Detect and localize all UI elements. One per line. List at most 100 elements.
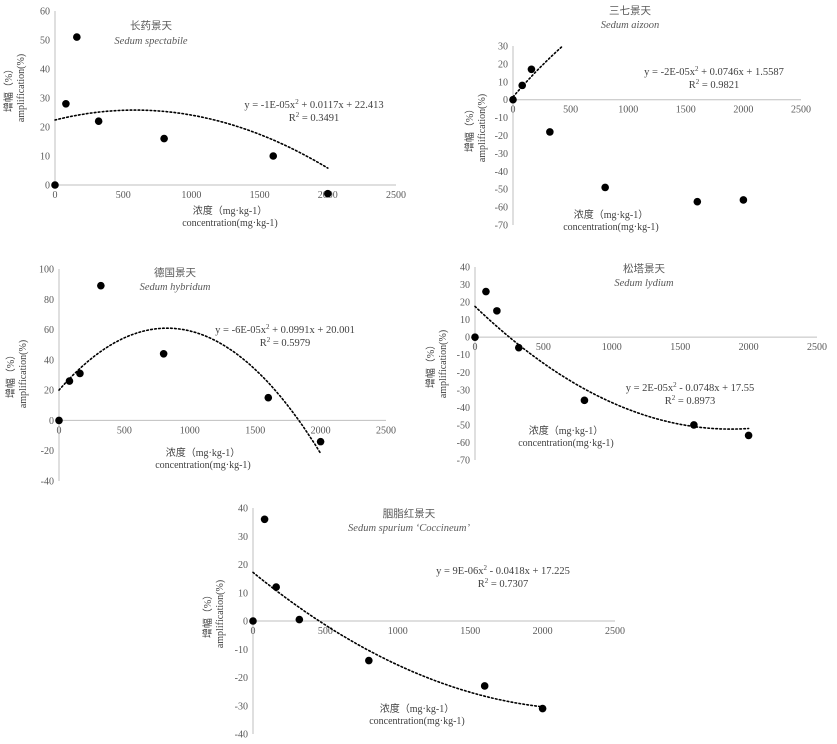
y-tick-label: 0 [465, 333, 470, 344]
equation-rest: + 0.0991x + 20.001 [270, 325, 355, 336]
x-tick-label: 1500 [245, 425, 265, 436]
x-tick-label: 2500 [807, 342, 827, 353]
data-point [324, 189, 332, 198]
y-tick-label: 60 [44, 325, 54, 336]
chart-panel-1: 010203040506005001000150020002500长药景天Sed… [2, 7, 406, 230]
x-tick-label: 2500 [376, 425, 396, 436]
y-tick-label: -30 [457, 385, 470, 396]
x-tick-label: 1000 [180, 425, 200, 436]
y-tick-label: -50 [495, 185, 508, 196]
x-axis-label: concentration(mg·kg-1) [182, 218, 278, 229]
chart-subtitle: Sedum spurium ‘Coccineum’ [348, 523, 470, 534]
data-point [73, 33, 81, 41]
data-point [269, 152, 278, 160]
y-axis-label-cn: 增幅（%） [424, 340, 437, 388]
data-point [249, 617, 257, 625]
data-point [538, 704, 547, 713]
x-tick-label: 500 [117, 425, 132, 436]
r2-label: R [665, 396, 672, 407]
chart-subtitle: Sedum aizoon [601, 20, 660, 31]
chart-title: 三七景天 [609, 5, 651, 17]
y-tick-label: -40 [457, 403, 470, 414]
data-point [601, 183, 609, 192]
x-tick-label: 1000 [181, 190, 201, 201]
r2-label: R [689, 80, 696, 91]
chart-title: 胭脂红景天 [383, 507, 436, 520]
data-point [51, 181, 59, 189]
x-tick-label: 500 [116, 190, 131, 201]
data-point [97, 281, 105, 290]
r2-value: = 0.8973 [675, 396, 715, 407]
x-axis-label-cn: 浓度（mg·kg-1） [380, 702, 454, 715]
r2-value: = 0.9821 [699, 80, 739, 91]
y-tick-label: 0 [49, 416, 54, 427]
data-point [493, 307, 501, 315]
y-tick-label: 0 [45, 181, 50, 192]
r-squared: R2 = 0.5979 [260, 336, 311, 349]
r-squared: R2 = 0.8973 [665, 394, 716, 407]
x-tick-label: 500 [563, 105, 578, 116]
y-tick-label: 0 [243, 617, 248, 628]
trendline [58, 327, 322, 455]
x-tick-label: 1500 [670, 342, 690, 353]
superscript: 2 [673, 381, 677, 389]
y-axis-label: amplification(%) [18, 340, 29, 408]
trendline-equation: y = -1E-05x2 + 0.0117x + 22.413 [244, 98, 383, 111]
y-tick-label: -20 [457, 368, 470, 379]
r-squared: R2 = 0.3491 [289, 111, 340, 124]
y-tick-label: 60 [40, 7, 50, 18]
y-tick-label: 80 [44, 295, 54, 306]
x-axis-label: concentration(mg·kg-1) [155, 460, 251, 471]
trendline-equation: y = 9E-06x2 - 0.0418x + 17.225 [436, 564, 570, 577]
data-point [260, 515, 269, 524]
data-point [518, 81, 527, 90]
y-tick-label: 30 [40, 94, 50, 105]
y-tick-label: 20 [40, 123, 50, 134]
equation-text: y = -6E-05x [215, 325, 267, 336]
y-tick-label: -40 [235, 730, 248, 741]
y-tick-label: 10 [498, 77, 508, 88]
data-point [160, 134, 168, 143]
y-axis-label: amplification(%) [16, 54, 27, 122]
data-point [264, 393, 273, 402]
y-tick-label: -40 [495, 167, 508, 178]
x-tick-label: 2000 [533, 626, 553, 637]
superscript: 2 [266, 323, 270, 331]
x-tick-label: 2500 [605, 626, 625, 637]
y-tick-label: -60 [457, 438, 470, 449]
chart-title: 松塔景天 [623, 262, 665, 275]
superscript: 2 [696, 78, 700, 86]
y-tick-label: -10 [495, 113, 508, 124]
superscript: 2 [485, 577, 489, 585]
y-tick-label: 30 [238, 532, 248, 543]
x-tick-label: 1000 [618, 105, 638, 116]
x-axis-label-cn: 浓度（mg·kg-1） [193, 204, 267, 217]
chart-subtitle: Sedum spectabile [114, 36, 188, 47]
y-tick-label: -40 [41, 477, 54, 488]
x-axis-label-cn: 浓度（mg·kg-1） [529, 424, 603, 437]
equation-text: y = -1E-05x [244, 100, 296, 111]
y-tick-label: 30 [460, 280, 470, 291]
x-tick-label: 1500 [250, 190, 270, 201]
trendline-equation: y = -2E-05x2 + 0.0746x + 1.5587 [644, 65, 784, 78]
r-squared: R2 = 0.7307 [478, 577, 529, 590]
equation-text: y = -2E-05x [644, 67, 696, 78]
y-tick-label: -10 [235, 645, 248, 656]
data-point [62, 100, 70, 108]
y-tick-label: 40 [40, 65, 50, 76]
y-tick-label: 20 [460, 298, 470, 309]
x-tick-label: 0 [251, 626, 256, 637]
x-tick-label: 2000 [311, 425, 331, 436]
data-point [744, 431, 753, 440]
y-tick-label: -70 [457, 456, 470, 467]
y-tick-label: -70 [495, 221, 508, 232]
data-point [94, 117, 103, 125]
data-point [514, 343, 523, 352]
x-tick-label: 1500 [460, 626, 480, 637]
r2-label: R [478, 579, 485, 590]
data-point [690, 421, 698, 429]
x-tick-label: 500 [536, 342, 551, 353]
